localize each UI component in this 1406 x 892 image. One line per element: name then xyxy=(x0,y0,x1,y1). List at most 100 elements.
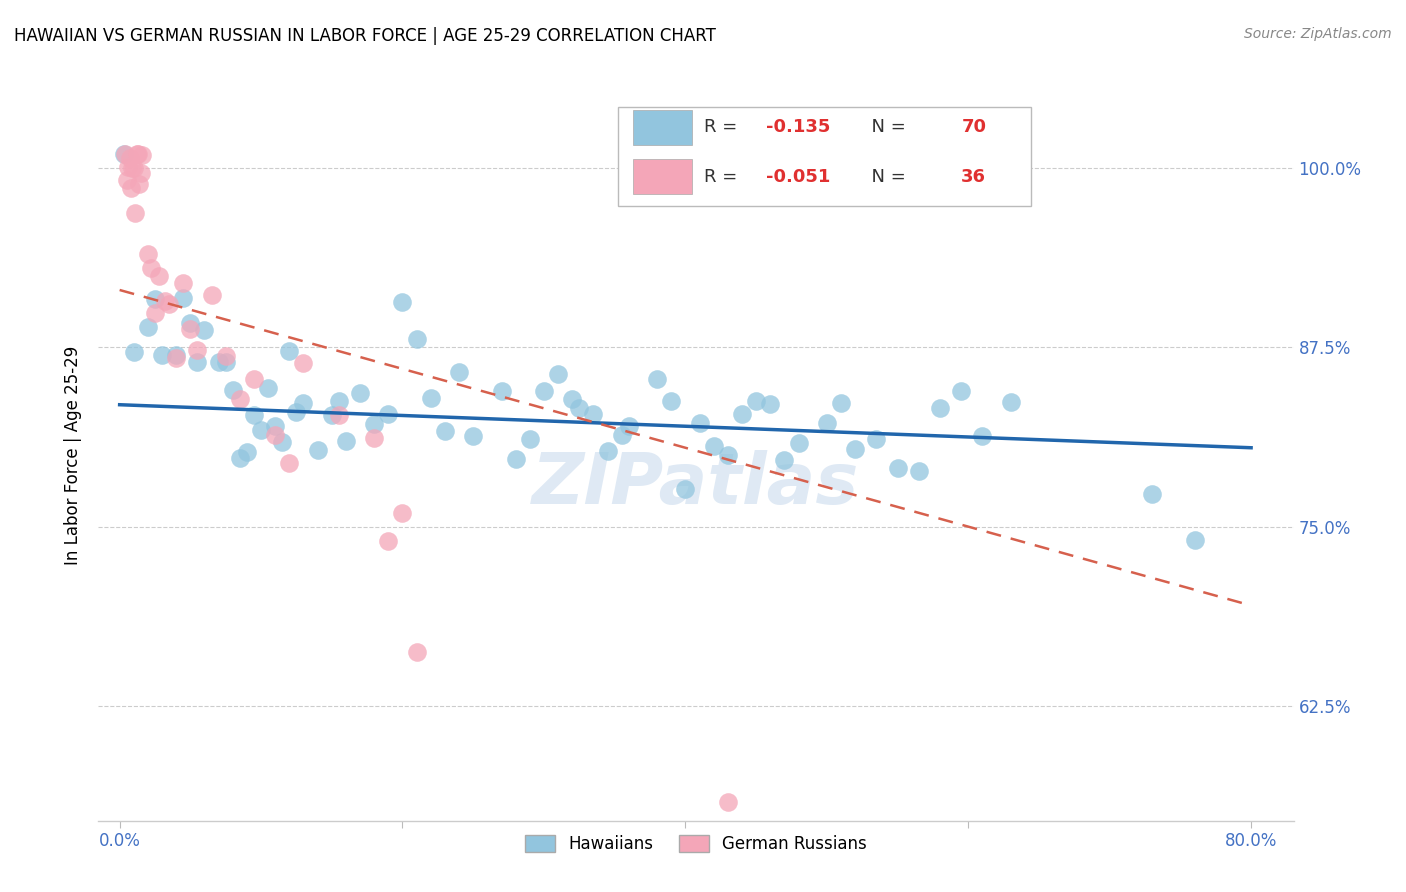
Point xyxy=(1000,394,1022,409)
Point xyxy=(377,533,399,548)
Point xyxy=(143,306,166,320)
Point xyxy=(172,277,194,291)
Point xyxy=(250,423,273,437)
Point xyxy=(419,391,441,405)
Point xyxy=(759,397,782,411)
Point xyxy=(519,433,541,447)
Point xyxy=(703,439,725,453)
Point xyxy=(118,151,141,165)
Point xyxy=(186,343,208,358)
Point xyxy=(257,381,280,395)
Point xyxy=(139,260,162,275)
Point xyxy=(122,344,145,359)
Point xyxy=(463,429,485,443)
FancyBboxPatch shape xyxy=(633,110,692,145)
Point xyxy=(405,645,427,659)
Point xyxy=(349,385,371,400)
Point xyxy=(335,434,357,448)
Point xyxy=(787,436,810,450)
Point xyxy=(122,161,145,175)
Point xyxy=(143,293,166,307)
Point xyxy=(659,394,682,409)
Point xyxy=(264,428,287,442)
Point xyxy=(200,288,222,302)
Point xyxy=(157,297,180,311)
Point xyxy=(186,355,208,369)
Point xyxy=(363,417,385,431)
Point xyxy=(136,246,159,260)
Point xyxy=(208,355,231,369)
Point xyxy=(136,320,159,334)
Text: HAWAIIAN VS GERMAN RUSSIAN IN LABOR FORCE | AGE 25-29 CORRELATION CHART: HAWAIIAN VS GERMAN RUSSIAN IN LABOR FORC… xyxy=(14,27,716,45)
Text: N =: N = xyxy=(859,168,911,186)
Point xyxy=(830,395,852,409)
Point xyxy=(285,405,308,419)
Point xyxy=(153,294,176,309)
Point xyxy=(907,464,929,478)
Point xyxy=(617,419,640,434)
Point xyxy=(533,384,555,399)
Point xyxy=(363,431,385,445)
Point xyxy=(815,416,838,430)
Point xyxy=(243,372,266,386)
Point xyxy=(150,348,173,362)
Point xyxy=(491,384,513,398)
Point xyxy=(405,332,427,346)
Point xyxy=(929,401,952,415)
Point xyxy=(745,393,768,408)
Point xyxy=(292,395,315,409)
Text: R =: R = xyxy=(704,119,744,136)
Point xyxy=(278,344,301,359)
Point xyxy=(673,482,696,496)
Point xyxy=(229,450,252,465)
Point xyxy=(689,416,711,430)
Point xyxy=(321,408,343,422)
Point xyxy=(179,316,201,330)
Point xyxy=(121,161,143,175)
Point xyxy=(717,448,740,462)
Point xyxy=(972,428,994,442)
Point xyxy=(125,146,148,161)
Point xyxy=(1140,486,1163,500)
Point xyxy=(1184,533,1206,547)
Point xyxy=(391,294,413,309)
Text: ZIPatlas: ZIPatlas xyxy=(533,450,859,518)
Point xyxy=(865,432,887,446)
Point xyxy=(886,461,908,475)
Point xyxy=(292,356,315,370)
Point xyxy=(561,392,583,407)
Point xyxy=(148,268,170,283)
Point xyxy=(307,442,329,457)
Point xyxy=(117,160,139,174)
Point xyxy=(222,383,245,397)
Point xyxy=(645,371,668,385)
Point xyxy=(172,291,194,305)
Point xyxy=(950,384,973,398)
Point xyxy=(278,456,301,470)
Point xyxy=(243,409,266,423)
Point xyxy=(717,795,740,809)
Text: R =: R = xyxy=(704,168,744,186)
Text: -0.135: -0.135 xyxy=(766,119,831,136)
Point xyxy=(193,323,215,337)
FancyBboxPatch shape xyxy=(619,108,1031,206)
Point xyxy=(568,401,591,416)
Point xyxy=(165,351,187,365)
Legend: Hawaiians, German Russians: Hawaiians, German Russians xyxy=(519,829,873,860)
Point xyxy=(128,178,150,192)
Point xyxy=(179,322,201,336)
Point xyxy=(229,392,252,406)
Point xyxy=(433,424,456,438)
Point xyxy=(610,427,633,442)
Point xyxy=(271,435,294,450)
Point xyxy=(377,407,399,421)
Point xyxy=(165,348,187,362)
Point xyxy=(505,452,527,467)
Point xyxy=(124,206,146,220)
Text: 70: 70 xyxy=(962,119,986,136)
Point xyxy=(844,442,866,456)
Text: -0.051: -0.051 xyxy=(766,168,831,186)
Y-axis label: In Labor Force | Age 25-29: In Labor Force | Age 25-29 xyxy=(65,345,83,565)
Point xyxy=(264,419,287,434)
Point xyxy=(131,148,153,162)
